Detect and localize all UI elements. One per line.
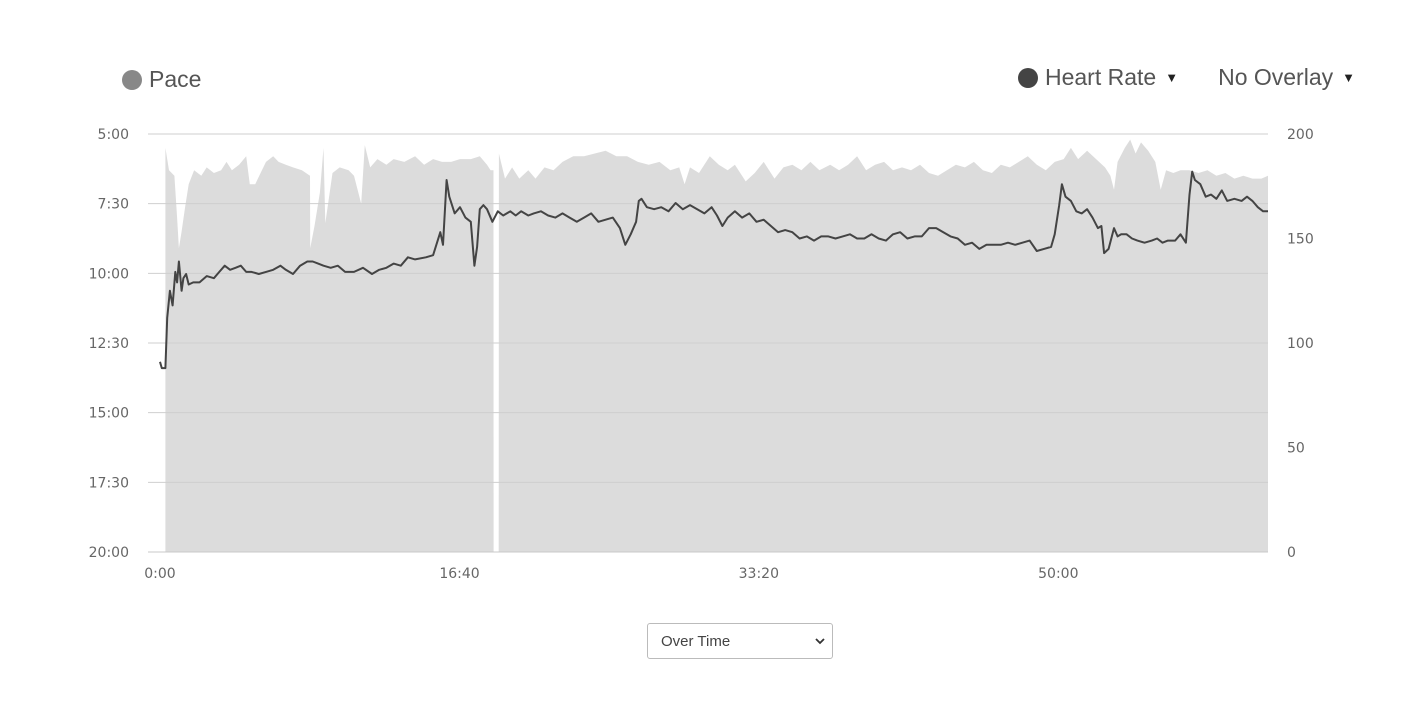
y-right-tick-label: 50 bbox=[1287, 441, 1305, 457]
y-right-tick-label: 0 bbox=[1287, 545, 1296, 561]
y-right-tick-label: 100 bbox=[1287, 336, 1314, 352]
heart-rate-dot-icon bbox=[1017, 67, 1038, 88]
chevron-down-icon bbox=[815, 638, 825, 645]
x-mode-select-value: Over Time bbox=[661, 632, 731, 650]
y-left-tick-label: 7:30 bbox=[98, 197, 129, 213]
legend-right-group: Heart Rate ▼ No Overlay ▼ bbox=[1017, 64, 1355, 91]
legend-pace-label: Pace bbox=[149, 66, 202, 92]
caret-down-icon: ▼ bbox=[1342, 70, 1355, 85]
x-mode-select[interactable]: Over Time bbox=[647, 623, 833, 659]
heart-rate-line bbox=[159, 170, 1268, 370]
y-left-tick-label: 5:00 bbox=[98, 127, 129, 143]
y-left-tick-label: 20:00 bbox=[89, 545, 129, 561]
pace-area bbox=[165, 139, 1268, 552]
y-left-tick-label: 17:30 bbox=[89, 475, 129, 491]
y-right-tick-label: 150 bbox=[1287, 232, 1314, 248]
caret-down-icon: ▼ bbox=[1165, 70, 1179, 85]
y-left-tick-label: 15:00 bbox=[89, 406, 129, 422]
heart-rate-dropdown-label: Heart Rate bbox=[1044, 64, 1157, 90]
overlay-dropdown-label: No Overlay bbox=[1218, 64, 1334, 90]
y-left-tick-label: 10:00 bbox=[89, 266, 129, 282]
x-tick-label: 33:20 bbox=[739, 566, 779, 582]
x-tick-label: 50:00 bbox=[1038, 566, 1078, 582]
legend-pace[interactable]: Pace bbox=[122, 66, 201, 93]
y-right-tick-label: 200 bbox=[1287, 127, 1314, 143]
x-tick-label: 16:40 bbox=[439, 566, 479, 582]
x-tick-label: 0:00 bbox=[144, 566, 175, 582]
overlay-dropdown[interactable]: No Overlay ▼ bbox=[1218, 64, 1355, 91]
pace-dot-icon bbox=[122, 69, 142, 90]
y-left-tick-label: 12:30 bbox=[89, 336, 129, 352]
heart-rate-dropdown[interactable]: Heart Rate ▼ bbox=[1017, 64, 1179, 91]
